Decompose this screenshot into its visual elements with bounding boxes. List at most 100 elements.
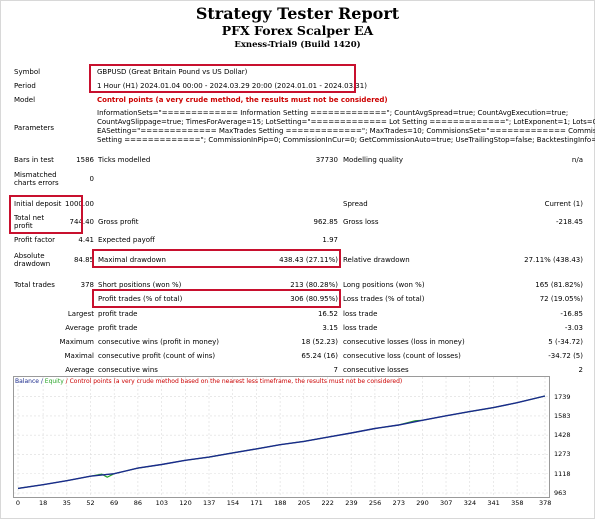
max-drawdown-label: Maximal drawdown bbox=[98, 256, 166, 264]
rel-drawdown-label: Relative drawdown bbox=[343, 256, 410, 264]
y-tick-label: 1739 bbox=[554, 392, 571, 401]
avg-consec-losses-label: consecutive losses bbox=[343, 366, 409, 374]
profit-factor-value: 4.41 bbox=[78, 236, 94, 244]
profit-trades-highlight bbox=[92, 289, 341, 308]
x-tick-label: 103 bbox=[155, 499, 169, 507]
x-tick-label: 222 bbox=[321, 499, 334, 507]
avg-consec-wins-value: 7 bbox=[333, 366, 338, 374]
ea-name: PFX Forex Scalper EA bbox=[221, 23, 374, 38]
max-consec-losses-value: 5 (-34.72) bbox=[548, 338, 583, 346]
short-label: Short positions (won %) bbox=[98, 281, 182, 289]
long-value: 165 (81.82%) bbox=[535, 281, 583, 289]
x-tick-label: 358 bbox=[511, 499, 524, 507]
average-profit-label: profit trade bbox=[98, 324, 138, 332]
legend-balance: Balance bbox=[15, 378, 39, 385]
y-tick-label: 1273 bbox=[554, 450, 571, 459]
parameters-line: Setting ============="; CommissionInPip=… bbox=[97, 136, 595, 144]
maximal-consec-profit-value: 65.24 (16) bbox=[301, 352, 338, 360]
quality-label: Modelling quality bbox=[343, 156, 403, 164]
average-consec-label: Average bbox=[65, 366, 94, 374]
gross-loss-value: -218.45 bbox=[555, 218, 583, 226]
payoff-value: 1.97 bbox=[322, 236, 338, 244]
balance-chart-svg bbox=[14, 377, 549, 497]
x-tick-label: 239 bbox=[345, 499, 358, 507]
bars-value: 1586 bbox=[76, 156, 94, 164]
y-tick-label: 1583 bbox=[554, 411, 571, 420]
parameters-label: Parameters bbox=[14, 124, 55, 132]
x-tick-label: 273 bbox=[392, 499, 406, 507]
balance-series-line bbox=[17, 395, 546, 490]
max-drawdown-highlight bbox=[92, 249, 341, 268]
y-tick-label: 1118 bbox=[554, 469, 571, 478]
mismatch-label: Mismatched bbox=[14, 171, 57, 179]
net-profit-label: profit bbox=[14, 222, 33, 230]
abs-drawdown-value: 84.85 bbox=[73, 256, 94, 264]
period-label: Period bbox=[14, 82, 36, 90]
x-tick-label: 69 bbox=[110, 499, 119, 507]
x-tick-label: 120 bbox=[179, 499, 192, 507]
deposit-net-highlight bbox=[9, 195, 83, 234]
x-tick-label: 341 bbox=[487, 499, 500, 507]
max-consec-losses-label: consecutive losses (loss in money) bbox=[343, 338, 465, 346]
parameters-line: CountAvgSlippage=true; TimesForAverage=1… bbox=[97, 118, 595, 126]
net-profit-label: Total net bbox=[14, 214, 45, 222]
y-tick-label: 1428 bbox=[554, 431, 571, 440]
maximal-consec-loss-value: -34.72 (5) bbox=[548, 352, 583, 360]
loss-trades-value: 72 (19.05%) bbox=[539, 295, 583, 303]
gross-loss-label: Gross loss bbox=[343, 218, 379, 226]
gross-profit-label: Gross profit bbox=[98, 218, 139, 226]
average-label: Average bbox=[65, 324, 94, 332]
mismatch-value: 0 bbox=[89, 175, 94, 183]
short-value: 213 (80.28%) bbox=[290, 281, 338, 289]
maximal-consec-profit-label: consecutive profit (count of wins) bbox=[98, 352, 216, 360]
balance-chart bbox=[13, 376, 550, 498]
y-tick-label: 963 bbox=[554, 489, 567, 497]
report-title: Strategy Tester Report bbox=[195, 4, 400, 23]
equity-series-line bbox=[17, 395, 546, 489]
largest-loss-value: -16.85 bbox=[560, 310, 583, 318]
average-profit-value: 3.15 bbox=[322, 324, 338, 332]
build-info: Exness-Trial9 (Build 1420) bbox=[234, 40, 361, 50]
largest-loss-label: loss trade bbox=[343, 310, 378, 318]
long-label: Long positions (won %) bbox=[343, 281, 425, 289]
legend-equity: Equity bbox=[44, 378, 64, 385]
maximal-consec-loss-label: consecutive loss (count of losses) bbox=[343, 352, 461, 360]
period-value: 1 Hour (H1) 2024.01.04 00:00 - 2024.03.2… bbox=[97, 82, 367, 90]
symbol-period-highlight bbox=[89, 64, 356, 93]
x-tick-label: 188 bbox=[274, 499, 287, 507]
profit-trades-label: Profit trades (% of total) bbox=[98, 295, 183, 303]
ticks-label: Ticks modelled bbox=[98, 156, 151, 164]
chart-legend: Balance / Equity / Control points (a ver… bbox=[15, 378, 402, 385]
model-label: Model bbox=[14, 96, 36, 104]
ticks-value: 37730 bbox=[315, 156, 338, 164]
parameters-line: InformationSets="============= Informati… bbox=[97, 109, 569, 117]
largest-profit-label: profit trade bbox=[98, 310, 138, 318]
quality-value: n/a bbox=[571, 156, 583, 164]
bars-label: Bars in test bbox=[14, 156, 54, 164]
x-tick-label: 137 bbox=[203, 499, 216, 507]
x-tick-label: 307 bbox=[440, 499, 453, 507]
largest-profit-value: 16.52 bbox=[317, 310, 338, 318]
abs-drawdown-label: Absolute bbox=[14, 252, 45, 260]
average-loss-value: -3.03 bbox=[564, 324, 583, 332]
max-consec-wins-value: 18 (52.23) bbox=[301, 338, 338, 346]
x-tick-label: 205 bbox=[297, 499, 311, 507]
parameters-line: EASetting="============= MaxTrades Setti… bbox=[97, 127, 595, 135]
x-tick-label: 0 bbox=[15, 499, 21, 507]
spread-value: Current (1) bbox=[544, 200, 583, 208]
symbol-label: Symbol bbox=[14, 68, 41, 76]
symbol-value: GBPUSD (Great Britain Pound vs US Dollar… bbox=[97, 68, 248, 76]
legend-control-points: / Control points (a very crude method ba… bbox=[63, 378, 403, 385]
x-tick-label: 324 bbox=[463, 499, 477, 507]
spread-label: Spread bbox=[343, 200, 368, 208]
total-trades-label: Total trades bbox=[14, 281, 55, 289]
loss-trades-label: Loss trades (% of total) bbox=[343, 295, 425, 303]
deposit-label: Initial deposit bbox=[14, 200, 62, 208]
gross-profit-value: 962.85 bbox=[313, 218, 339, 226]
average-loss-label: loss trade bbox=[343, 324, 378, 332]
x-tick-label: 18 bbox=[38, 499, 48, 507]
avg-consec-losses-value: 2 bbox=[578, 366, 583, 374]
legend-separator: / bbox=[38, 378, 45, 385]
x-tick-label: 154 bbox=[226, 499, 240, 507]
payoff-label: Expected payoff bbox=[98, 236, 155, 244]
